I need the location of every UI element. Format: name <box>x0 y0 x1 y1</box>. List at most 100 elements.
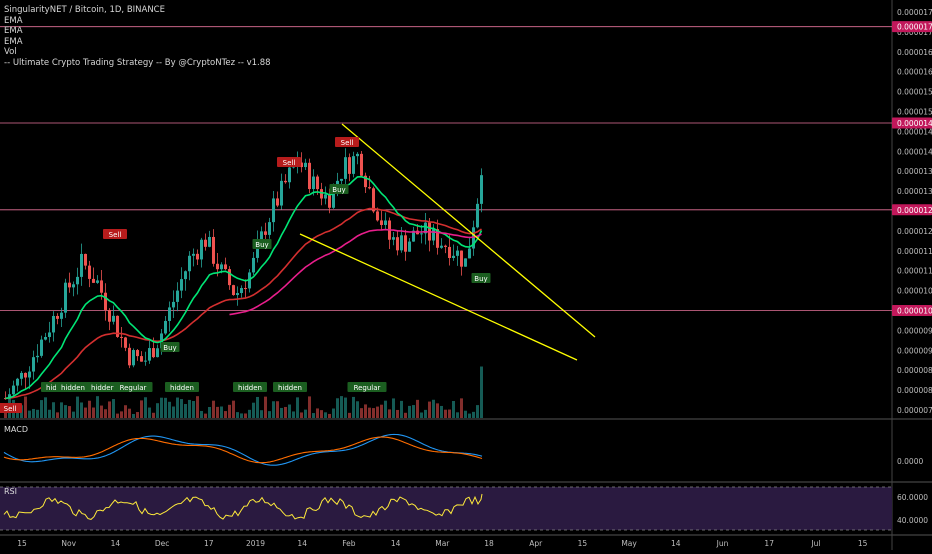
candle-body <box>232 285 235 296</box>
candle-body <box>336 180 339 185</box>
volume-bar <box>128 408 131 418</box>
time-tick-label: Mar <box>435 539 450 548</box>
price-tick-label: 0.00001100 <box>897 267 932 276</box>
volume-bar <box>100 405 103 418</box>
volume-bar <box>88 400 91 418</box>
macd-signal-line <box>3 436 483 464</box>
volume-bar <box>108 401 111 418</box>
volume-bar <box>276 401 279 418</box>
candle-body <box>172 301 175 308</box>
sell-signal-bg <box>277 157 301 167</box>
candle-body <box>244 288 247 290</box>
volume-bar <box>320 410 323 418</box>
legend-ema-1[interactable]: EMA <box>4 15 23 26</box>
rsi-line <box>3 493 483 520</box>
macd-label[interactable]: MACD <box>4 425 28 434</box>
candle-body <box>152 348 155 358</box>
volume-bar <box>436 403 439 418</box>
price-tick-label: 0.00000750 <box>897 406 932 415</box>
candle-body <box>308 162 311 190</box>
candle-body <box>48 332 51 338</box>
candle-body <box>260 231 263 242</box>
volume-bar <box>296 397 299 418</box>
ema-magenta-line <box>229 228 482 316</box>
divergence-label: hidden <box>91 384 115 392</box>
divergence-label-bg <box>165 382 199 392</box>
candle-body <box>368 187 371 189</box>
price-tick-label: 0.00001750 <box>897 8 932 17</box>
candle-body <box>44 337 47 340</box>
volume-bar <box>120 411 123 418</box>
candle-body <box>356 153 359 157</box>
candle-body <box>436 229 439 248</box>
price-tick-label: 0.00001400 <box>897 147 932 156</box>
candle-body <box>188 255 191 272</box>
volume-bar <box>404 412 407 418</box>
volume-bar <box>156 403 159 418</box>
volume-bar <box>372 408 375 418</box>
divergence-label-bg <box>233 382 267 392</box>
candle-body <box>276 198 279 206</box>
legend-strategy[interactable]: -- Ultimate Crypto Trading Strategy -- B… <box>4 57 271 68</box>
candle-body <box>84 253 87 266</box>
legend-ema-2[interactable]: EMA <box>4 26 23 36</box>
candle-body <box>268 222 271 235</box>
volume-bar <box>392 398 395 418</box>
time-tick-label: Nov <box>61 539 76 548</box>
price-tick-label: 0.00001700 <box>897 28 932 37</box>
divergence-label-bg <box>347 382 387 392</box>
candle-body <box>196 253 199 260</box>
volume-bar <box>472 411 475 418</box>
buy-signal: Buy <box>474 275 487 283</box>
time-tick-label: May <box>621 539 637 548</box>
candle-body <box>60 312 63 319</box>
candle-body <box>64 282 67 313</box>
macd-tick-label: 0.0000 <box>897 457 923 466</box>
price-tick-label: 0.00000800 <box>897 386 932 395</box>
candle-body <box>144 360 147 362</box>
volume-bar <box>424 409 427 418</box>
candles-group <box>4 148 483 400</box>
time-tick-label: Apr <box>529 539 543 548</box>
divergence-label: Regular <box>120 384 147 392</box>
legend-ema-3[interactable]: EMA <box>4 36 23 47</box>
volume-bar <box>76 396 79 418</box>
volume-bar <box>216 406 219 418</box>
candle-body <box>316 176 319 190</box>
divergence-label: hidden <box>238 384 262 392</box>
candle-body <box>212 236 215 264</box>
volume-bar <box>400 400 403 418</box>
candle-body <box>332 184 335 208</box>
candle-body <box>96 280 99 283</box>
volume-bar <box>232 400 235 418</box>
volume-bar <box>292 411 295 418</box>
time-tick-label: 15 <box>858 539 868 548</box>
time-tick-label: 15 <box>17 539 27 548</box>
volume-bar <box>396 409 399 418</box>
price-tick-label: 0.00001550 <box>897 88 932 97</box>
volume-bar <box>284 406 287 418</box>
volume-bar <box>264 396 267 418</box>
divergence-label-bg <box>273 382 307 392</box>
volume-bar <box>148 407 151 418</box>
candle-body <box>216 263 219 270</box>
candle-body <box>200 239 203 260</box>
price-tick-label: 0.00001450 <box>897 127 932 136</box>
candle-body <box>140 356 143 362</box>
candle-body <box>80 253 83 277</box>
candle-body <box>412 230 415 242</box>
candle-body <box>76 276 79 285</box>
candle-body <box>344 157 347 179</box>
candle-body <box>148 348 151 361</box>
candle-body <box>348 157 351 174</box>
candle-body <box>28 371 31 378</box>
candle-body <box>156 348 159 358</box>
legend-symbol[interactable]: SingularityNET / Bitcoin, 1D, BINANCE <box>4 5 165 15</box>
level-badge <box>892 117 932 129</box>
legend-vol[interactable]: Vol <box>4 47 17 57</box>
candle-body <box>352 156 355 174</box>
volume-bar <box>28 410 31 418</box>
rsi-label[interactable]: RSI <box>4 487 17 496</box>
divergence-label-bg <box>86 382 120 392</box>
